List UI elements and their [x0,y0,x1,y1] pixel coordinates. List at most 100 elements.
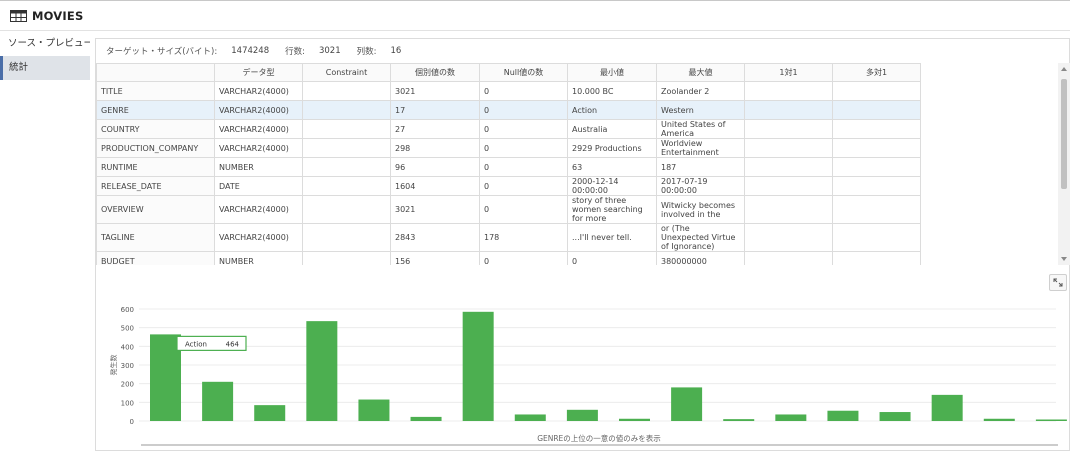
table-cell: VARCHAR2(4000) [214,138,303,158]
table-cell: 0 [479,119,568,139]
column-header-7[interactable]: 1対1 [744,63,833,82]
bar-9 [619,418,650,421]
table-cell [832,119,921,139]
table-cell: VARCHAR2(4000) [214,119,303,139]
table-row[interactable]: TAGLINE VARCHAR2(4000) 2843 178 ...I'll neve… [96,223,921,252]
scroll-thumb[interactable] [1061,79,1067,189]
table-cell: VARCHAR2(4000) [214,223,303,252]
nav-item-source-preview[interactable]: ソース・プレビュー [8,38,90,49]
tooltip-label: Action [185,340,207,348]
table-cell: 0 [479,81,568,101]
table-cell: 2929 Productions [567,138,657,158]
table-row[interactable]: OVERVIEW VARCHAR2(4000) 3021 0 story of thre… [96,195,921,224]
y-tick-label: 100 [121,399,134,407]
column-header-0[interactable] [96,63,215,82]
table-cell [744,81,833,101]
y-tick-label: 600 [121,306,134,314]
bar-17 [1035,419,1067,421]
bar-11 [723,419,755,421]
row-header-cell: TAGLINE [96,223,215,252]
table-cell [832,138,921,158]
table-cell: 27 [390,119,480,139]
table-cell [744,138,833,158]
bar-16 [983,418,1015,421]
bar-13 [827,410,859,421]
table-row[interactable]: RUNTIME NUMBER 96 0 63 187 [96,157,921,177]
table-cell: VARCHAR2(4000) [214,81,303,101]
nav-item-statistics[interactable]: 統計 [0,56,90,80]
table-cell: NUMBER [214,251,303,265]
table-row[interactable]: COUNTRY VARCHAR2(4000) 27 0 Australia United … [96,119,921,139]
column-stats-grid: データ型 Constraint 個別値の数 Null値の数 最小値 最大値 1対1 多対1 T… [96,63,1058,265]
table-cell [302,195,391,224]
title-bar: MOVIES [0,1,1070,31]
table-cell [302,157,391,177]
table-cell: 178 [479,223,568,252]
table-cell [744,119,833,139]
vertical-scrollbar[interactable] [1058,63,1070,265]
table-cell [744,176,833,196]
tooltip-value: 464 [226,340,240,348]
table-icon [10,9,27,22]
stats-table: データ型 Constraint 個別値の数 Null値の数 最小値 最大値 1対1 多対1 T… [96,63,921,265]
table-cell: 2000-12-14 00:00:00 [567,176,657,196]
y-tick-label: 500 [121,325,134,333]
table-cell [302,223,391,252]
table-cell [302,251,391,265]
table-cell: VARCHAR2(4000) [214,195,303,224]
target-size-label: ターゲット・サイズ(バイト): [106,47,218,57]
y-tick-label: 400 [121,343,134,351]
left-nav: ソース・プレビュー 統計 [0,32,90,456]
rows-value: 3021 [318,46,341,56]
table-row[interactable]: BUDGET NUMBER 156 0 0 380000000 [96,251,921,265]
column-header-2[interactable]: Constraint [302,63,391,82]
table-row[interactable]: PRODUCTION_COMPANY VARCHAR2(4000) 298 0 2929… [96,138,921,158]
table-cell: Witwicky becomes involved in the [656,195,745,224]
table-cell: Zoolander 2 [656,81,745,101]
column-header-5[interactable]: 最小値 [567,63,657,82]
rows-label: 行数: [285,47,305,57]
table-cell: 0 [479,100,568,120]
row-header-cell: GENRE [96,100,215,120]
expand-chart-button[interactable] [1049,274,1067,291]
column-header-6[interactable]: 最大値 [656,63,745,82]
bar-15 [931,394,963,421]
table-cell: 0 [479,176,568,196]
table-cell [302,138,391,158]
table-cell [744,195,833,224]
table-cell: 0 [567,251,657,265]
column-header-8[interactable]: 多対1 [832,63,921,82]
table-row[interactable]: GENRE VARCHAR2(4000) 17 0 Action Western [96,100,921,120]
table-cell: 2017-07-19 00:00:00 [656,176,745,196]
table-cell: NUMBER [214,157,303,177]
table-cell: 63 [567,157,657,177]
table-cell [302,119,391,139]
table-cell: 3021 [390,81,480,101]
y-tick-label: 300 [121,362,134,370]
table-cell: United States of America [656,119,745,139]
bar-10 [671,387,703,421]
column-header-3[interactable]: 個別値の数 [390,63,480,82]
table-cell: 96 [390,157,480,177]
target-size-value: 1474248 [231,46,270,56]
genre-histogram: 0 100 200 300 400 500 600 発生数 GENREの上位の一意の値のみを表示… [96,297,1070,452]
table-cell: 0 [479,195,568,224]
bar-3 [306,321,338,421]
table-row[interactable]: TITLE VARCHAR2(4000) 3021 0 10.000 BC Zooland… [96,81,921,101]
expand-icon [1053,278,1063,287]
table-cell: 10.000 BC [567,81,657,101]
table-cell [832,251,921,265]
tooltip-box [176,335,247,351]
table-cell: DATE [214,176,303,196]
table-cell [744,100,833,120]
table-cell [744,157,833,177]
column-header-1[interactable]: データ型 [214,63,303,82]
scroll-down-icon[interactable] [1061,257,1067,261]
bar-chart-svg: 0 100 200 300 400 500 600 発生数 GENREの上位の一意の値のみを表示… [109,306,1067,446]
column-header-4[interactable]: Null値の数 [479,63,568,82]
row-header-cell: RUNTIME [96,157,215,177]
scroll-up-icon[interactable] [1061,67,1067,71]
bar-14 [879,412,911,421]
table-row[interactable]: RELEASE_DATE DATE 1604 0 2000-12-14 00:00:00… [96,176,921,196]
